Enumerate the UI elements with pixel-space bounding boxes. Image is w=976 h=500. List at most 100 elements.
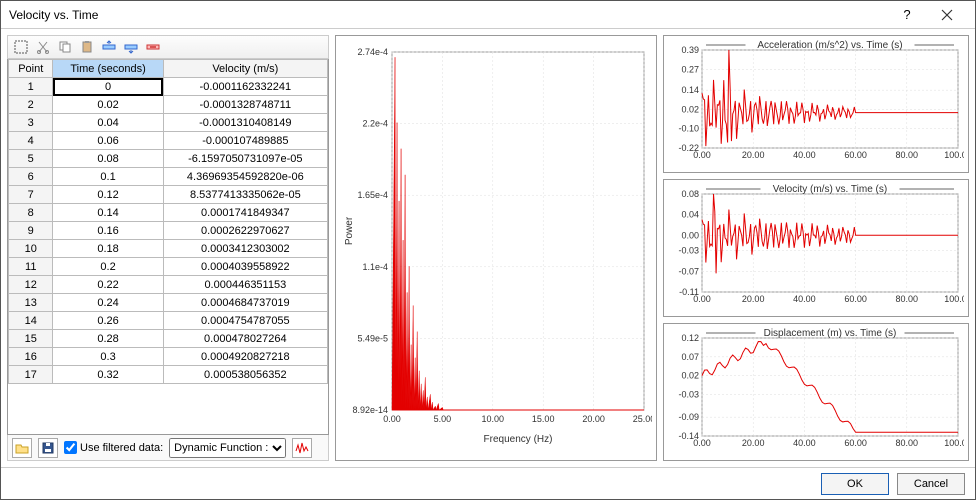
table-row[interactable]: 150.280.000478027264 bbox=[9, 330, 328, 348]
table-cell[interactable]: 0.000478027264 bbox=[163, 330, 327, 348]
table-cell[interactable]: 14 bbox=[9, 312, 53, 330]
delete-row-icon[interactable] bbox=[144, 38, 162, 56]
svg-text:15.00: 15.00 bbox=[532, 414, 555, 424]
table-cell[interactable]: 1 bbox=[9, 78, 53, 96]
table-cell[interactable]: 15 bbox=[9, 330, 53, 348]
table-cell[interactable]: 0.16 bbox=[53, 222, 163, 240]
table-cell[interactable]: 12 bbox=[9, 276, 53, 294]
table-row[interactable]: 50.08-6.1597050731097e-05 bbox=[9, 150, 328, 168]
table-cell[interactable]: 0.12 bbox=[53, 186, 163, 204]
table-cell[interactable]: 0.2 bbox=[53, 258, 163, 276]
open-icon[interactable] bbox=[12, 438, 32, 458]
titlebar: Velocity vs. Time ? bbox=[1, 1, 975, 29]
select-icon[interactable] bbox=[12, 38, 30, 56]
table-row[interactable]: 140.260.0004754787055 bbox=[9, 312, 328, 330]
table-cell[interactable]: 0.04 bbox=[53, 114, 163, 132]
paste-icon[interactable] bbox=[78, 38, 96, 56]
table-cell[interactable]: 4.36969354592820e-06 bbox=[163, 168, 327, 186]
table-row[interactable]: 130.240.0004684737019 bbox=[9, 294, 328, 312]
table-cell[interactable]: -0.0001162332241 bbox=[163, 78, 327, 96]
table-cell[interactable]: 3 bbox=[9, 114, 53, 132]
window-title: Velocity vs. Time bbox=[9, 8, 887, 22]
table-cell[interactable]: 0.32 bbox=[53, 366, 163, 384]
use-filtered-checkbox[interactable] bbox=[64, 441, 77, 454]
table-cell[interactable]: 0.22 bbox=[53, 276, 163, 294]
svg-text:2.74e-4: 2.74e-4 bbox=[357, 47, 388, 57]
table-cell[interactable]: 10 bbox=[9, 240, 53, 258]
table-cell[interactable]: 0.02 bbox=[53, 96, 163, 114]
svg-text:Displacement (m) vs. Time (s): Displacement (m) vs. Time (s) bbox=[764, 328, 897, 339]
table-cell[interactable]: 7 bbox=[9, 186, 53, 204]
table-cell[interactable]: 0.0004039558922 bbox=[163, 258, 327, 276]
table-row[interactable]: 10-0.0001162332241 bbox=[9, 78, 328, 96]
column-header[interactable]: Time (seconds) bbox=[53, 60, 163, 78]
svg-text:0.02: 0.02 bbox=[681, 371, 699, 381]
table-cell[interactable]: -0.000107489885 bbox=[163, 132, 327, 150]
table-cell[interactable]: 0.08 bbox=[53, 150, 163, 168]
svg-text:2.2e-4: 2.2e-4 bbox=[362, 119, 388, 129]
copy-icon[interactable] bbox=[56, 38, 74, 56]
cut-icon[interactable] bbox=[34, 38, 52, 56]
table-row[interactable]: 160.30.0004920827218 bbox=[9, 348, 328, 366]
insert-row-icon[interactable] bbox=[100, 38, 118, 56]
data-table-scroll[interactable]: PointTime (seconds)Velocity (m/s) 10-0.0… bbox=[7, 59, 329, 435]
table-row[interactable]: 110.20.0004039558922 bbox=[9, 258, 328, 276]
table-cell[interactable]: 0.0004920827218 bbox=[163, 348, 327, 366]
waveform-icon[interactable] bbox=[292, 438, 312, 458]
table-cell[interactable]: 16 bbox=[9, 348, 53, 366]
table-row[interactable]: 90.160.0002622970627 bbox=[9, 222, 328, 240]
column-header[interactable]: Point bbox=[9, 60, 53, 78]
table-row[interactable]: 40.06-0.000107489885 bbox=[9, 132, 328, 150]
table-cell[interactable]: 0.000446351153 bbox=[163, 276, 327, 294]
table-cell[interactable]: 13 bbox=[9, 294, 53, 312]
append-row-icon[interactable] bbox=[122, 38, 140, 56]
cancel-button[interactable]: Cancel bbox=[897, 473, 965, 495]
table-row[interactable]: 120.220.000446351153 bbox=[9, 276, 328, 294]
table-cell[interactable]: 9 bbox=[9, 222, 53, 240]
table-cell[interactable]: -6.1597050731097e-05 bbox=[163, 150, 327, 168]
power-spectrum-chart: 0.005.0010.0015.0020.0025.008.92e-145.49… bbox=[340, 40, 652, 448]
table-cell[interactable]: -0.0001328748711 bbox=[163, 96, 327, 114]
table-row[interactable]: 30.04-0.0001310408149 bbox=[9, 114, 328, 132]
table-cell[interactable]: 0.1 bbox=[53, 168, 163, 186]
table-cell[interactable]: 4 bbox=[9, 132, 53, 150]
table-cell[interactable]: 8.5377413335062e-05 bbox=[163, 186, 327, 204]
table-row[interactable]: 170.320.000538056352 bbox=[9, 366, 328, 384]
table-cell[interactable]: 8 bbox=[9, 204, 53, 222]
table-cell[interactable]: 0.0003412303002 bbox=[163, 240, 327, 258]
table-cell[interactable]: 0.0001741849347 bbox=[163, 204, 327, 222]
data-table: PointTime (seconds)Velocity (m/s) 10-0.0… bbox=[8, 59, 328, 384]
function-select[interactable]: Dynamic Function : bbox=[169, 438, 286, 458]
table-cell[interactable]: -0.0001310408149 bbox=[163, 114, 327, 132]
table-cell[interactable]: 0 bbox=[53, 78, 163, 96]
table-cell[interactable]: 0.14 bbox=[53, 204, 163, 222]
table-cell[interactable]: 0.26 bbox=[53, 312, 163, 330]
table-cell[interactable]: 5 bbox=[9, 150, 53, 168]
help-button[interactable]: ? bbox=[887, 1, 927, 29]
table-row[interactable]: 60.14.36969354592820e-06 bbox=[9, 168, 328, 186]
table-row[interactable]: 70.128.5377413335062e-05 bbox=[9, 186, 328, 204]
table-cell[interactable]: 0.24 bbox=[53, 294, 163, 312]
table-cell[interactable]: 2 bbox=[9, 96, 53, 114]
table-cell[interactable]: 0.0004684737019 bbox=[163, 294, 327, 312]
table-row[interactable]: 100.180.0003412303002 bbox=[9, 240, 328, 258]
table-row[interactable]: 80.140.0001741849347 bbox=[9, 204, 328, 222]
table-cell[interactable]: 0.06 bbox=[53, 132, 163, 150]
save-icon[interactable] bbox=[38, 438, 58, 458]
svg-text:100.00: 100.00 bbox=[944, 150, 964, 160]
close-button[interactable] bbox=[927, 1, 967, 29]
table-cell[interactable]: 0.3 bbox=[53, 348, 163, 366]
use-filtered-checkbox-label[interactable]: Use filtered data: bbox=[64, 441, 163, 454]
svg-text:25.00: 25.00 bbox=[633, 414, 652, 424]
table-cell[interactable]: 0.000538056352 bbox=[163, 366, 327, 384]
ok-button[interactable]: OK bbox=[821, 473, 889, 495]
column-header[interactable]: Velocity (m/s) bbox=[163, 60, 327, 78]
table-cell[interactable]: 0.0002622970627 bbox=[163, 222, 327, 240]
table-cell[interactable]: 0.0004754787055 bbox=[163, 312, 327, 330]
table-cell[interactable]: 0.28 bbox=[53, 330, 163, 348]
table-cell[interactable]: 17 bbox=[9, 366, 53, 384]
table-cell[interactable]: 0.18 bbox=[53, 240, 163, 258]
table-row[interactable]: 20.02-0.0001328748711 bbox=[9, 96, 328, 114]
table-cell[interactable]: 11 bbox=[9, 258, 53, 276]
table-cell[interactable]: 6 bbox=[9, 168, 53, 186]
